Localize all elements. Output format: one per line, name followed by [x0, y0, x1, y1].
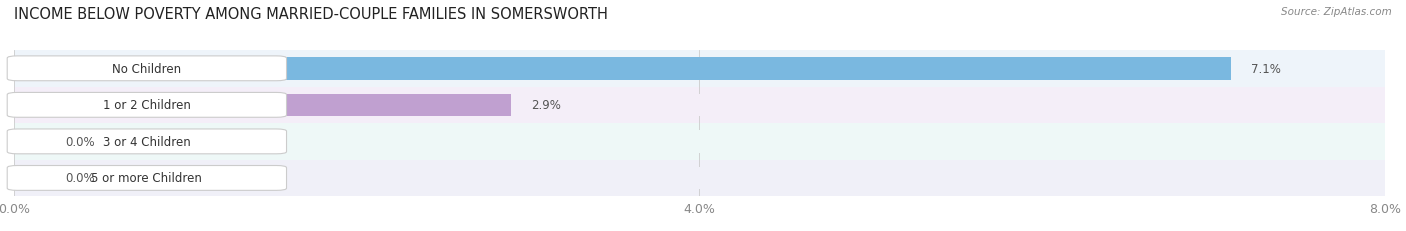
Text: INCOME BELOW POVERTY AMONG MARRIED-COUPLE FAMILIES IN SOMERSWORTH: INCOME BELOW POVERTY AMONG MARRIED-COUPL… — [14, 7, 607, 22]
Bar — [14, 167, 45, 189]
Text: 3 or 4 Children: 3 or 4 Children — [103, 135, 191, 148]
Bar — [14, 51, 1385, 87]
Bar — [14, 131, 1385, 153]
Bar — [14, 58, 1385, 80]
Text: 5 or more Children: 5 or more Children — [91, 172, 202, 185]
Text: 1 or 2 Children: 1 or 2 Children — [103, 99, 191, 112]
FancyBboxPatch shape — [7, 166, 287, 191]
FancyBboxPatch shape — [7, 57, 287, 81]
Bar — [14, 58, 1230, 80]
Text: 0.0%: 0.0% — [66, 172, 96, 185]
Text: No Children: No Children — [112, 63, 181, 76]
FancyBboxPatch shape — [7, 93, 287, 118]
Bar — [14, 160, 1385, 196]
FancyBboxPatch shape — [7, 129, 287, 154]
Bar — [14, 124, 1385, 160]
Bar — [14, 94, 510, 117]
Bar — [14, 167, 1385, 189]
Text: 7.1%: 7.1% — [1251, 63, 1281, 76]
Text: 0.0%: 0.0% — [66, 135, 96, 148]
Bar — [14, 87, 1385, 124]
Bar — [14, 131, 45, 153]
Text: Source: ZipAtlas.com: Source: ZipAtlas.com — [1281, 7, 1392, 17]
Text: 2.9%: 2.9% — [531, 99, 561, 112]
Bar — [14, 94, 1385, 117]
